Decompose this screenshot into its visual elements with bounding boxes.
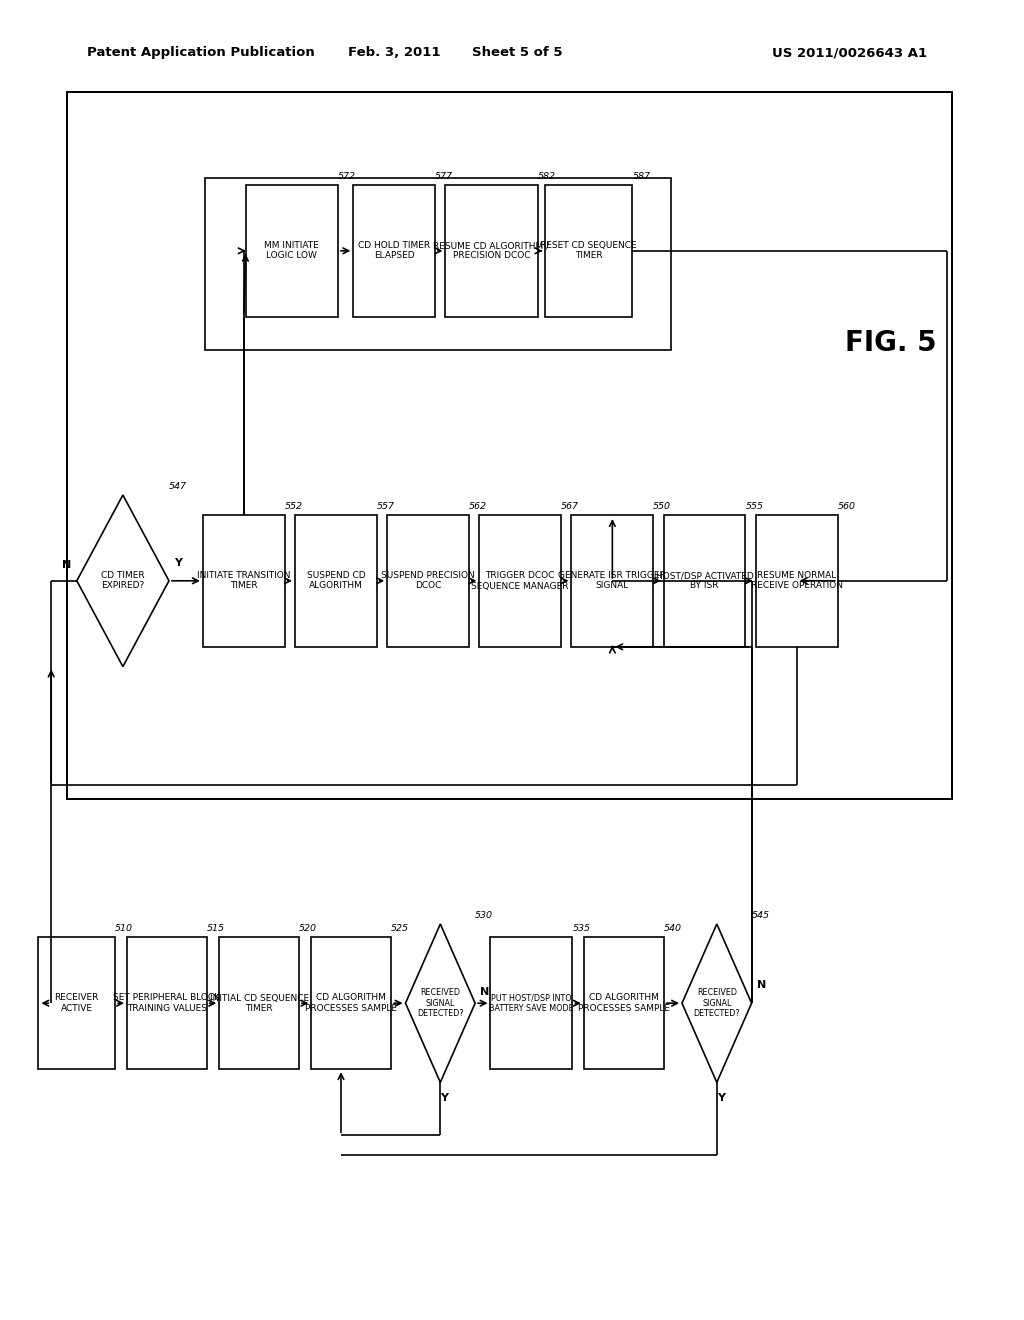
Text: RESUME CD ALGORITHM /
PRECISION DCOC: RESUME CD ALGORITHM / PRECISION DCOC: [433, 242, 550, 260]
Bar: [205, 178, 671, 350]
Text: GENERATE ISR TRIGGER
SIGNAL: GENERATE ISR TRIGGER SIGNAL: [558, 572, 667, 590]
Text: 552: 552: [285, 502, 303, 511]
Bar: [387, 515, 469, 647]
Text: Y: Y: [174, 557, 182, 568]
Text: 572: 572: [338, 172, 356, 181]
Text: MM INITIATE
LOGIC LOW: MM INITIATE LOGIC LOW: [264, 242, 319, 260]
Bar: [584, 937, 664, 1069]
Bar: [39, 937, 115, 1069]
Text: 535: 535: [572, 924, 591, 933]
Text: 560: 560: [838, 502, 856, 511]
Text: Patent Application Publication: Patent Application Publication: [87, 46, 314, 59]
Text: TRIGGER DCOC
SEQUENCE MANAGER: TRIGGER DCOC SEQUENCE MANAGER: [471, 572, 569, 590]
Bar: [203, 515, 285, 647]
Text: RESET CD SEQUENCE
TIMER: RESET CD SEQUENCE TIMER: [541, 242, 637, 260]
Text: RECEIVER
ACTIVE: RECEIVER ACTIVE: [54, 994, 99, 1012]
Bar: [67, 92, 952, 799]
Text: 562: 562: [469, 502, 487, 511]
Text: Y: Y: [440, 1093, 449, 1104]
Text: INITIATE TRANSITION
TIMER: INITIATE TRANSITION TIMER: [197, 572, 291, 590]
Text: RESUME NORMAL
RECEIVE OPERATION: RESUME NORMAL RECEIVE OPERATION: [751, 572, 843, 590]
Text: US 2011/0026643 A1: US 2011/0026643 A1: [772, 46, 928, 59]
Bar: [490, 937, 572, 1069]
Text: 510: 510: [115, 924, 133, 933]
Text: 557: 557: [377, 502, 395, 511]
Polygon shape: [77, 495, 169, 667]
Polygon shape: [406, 924, 475, 1082]
Text: 515: 515: [207, 924, 225, 933]
Text: 582: 582: [538, 172, 556, 181]
Bar: [756, 515, 838, 647]
Text: SET PERIPHERAL BLOCK
TRAINING VALUES: SET PERIPHERAL BLOCK TRAINING VALUES: [114, 994, 220, 1012]
Bar: [311, 937, 391, 1069]
Bar: [295, 515, 377, 647]
Text: SUSPEND CD
ALGORITHM: SUSPEND CD ALGORITHM: [306, 572, 366, 590]
Text: 577: 577: [435, 172, 454, 181]
Text: 545: 545: [752, 911, 770, 920]
Bar: [219, 937, 299, 1069]
Text: 520: 520: [299, 924, 317, 933]
Text: 540: 540: [664, 924, 682, 933]
Text: 550: 550: [653, 502, 672, 511]
Text: Sheet 5 of 5: Sheet 5 of 5: [472, 46, 562, 59]
Text: N: N: [757, 979, 766, 990]
Bar: [353, 185, 435, 317]
Text: FIG. 5: FIG. 5: [845, 329, 937, 358]
Text: 567: 567: [561, 502, 580, 511]
Text: CD ALGORITHM
PROCESSES SAMPLE: CD ALGORITHM PROCESSES SAMPLE: [305, 994, 397, 1012]
Bar: [479, 515, 561, 647]
Text: HOST/DSP ACTIVATED
BY ISR: HOST/DSP ACTIVATED BY ISR: [655, 572, 754, 590]
Text: CD TIMER
EXPIRED?: CD TIMER EXPIRED?: [101, 572, 144, 590]
Text: N: N: [62, 560, 72, 570]
Text: 547: 547: [169, 482, 187, 491]
Text: 525: 525: [391, 924, 410, 933]
Text: 587: 587: [632, 172, 650, 181]
Text: Feb. 3, 2011: Feb. 3, 2011: [348, 46, 440, 59]
Text: Y: Y: [717, 1093, 725, 1104]
Bar: [445, 185, 538, 317]
Bar: [246, 185, 338, 317]
Bar: [545, 185, 632, 317]
Bar: [571, 515, 653, 647]
Text: 530: 530: [475, 911, 494, 920]
Text: SUSPEND PRECISION
DCOC: SUSPEND PRECISION DCOC: [381, 572, 475, 590]
Bar: [127, 937, 207, 1069]
Text: 555: 555: [745, 502, 764, 511]
Text: PUT HOST/DSP INTO
BATTERY SAVE MODE: PUT HOST/DSP INTO BATTERY SAVE MODE: [489, 994, 573, 1012]
Text: N: N: [480, 986, 489, 997]
Text: RECEIVED
SIGNAL
DETECTED?: RECEIVED SIGNAL DETECTED?: [693, 989, 740, 1018]
Text: RECEIVED
SIGNAL
DETECTED?: RECEIVED SIGNAL DETECTED?: [417, 989, 464, 1018]
Text: INITIAL CD SEQUENCE
TIMER: INITIAL CD SEQUENCE TIMER: [210, 994, 308, 1012]
Polygon shape: [682, 924, 752, 1082]
Bar: [664, 515, 745, 647]
Text: CD ALGORITHM
PROCESSES SAMPLE: CD ALGORITHM PROCESSES SAMPLE: [578, 994, 670, 1012]
Text: CD HOLD TIMER
ELAPSED: CD HOLD TIMER ELAPSED: [358, 242, 430, 260]
